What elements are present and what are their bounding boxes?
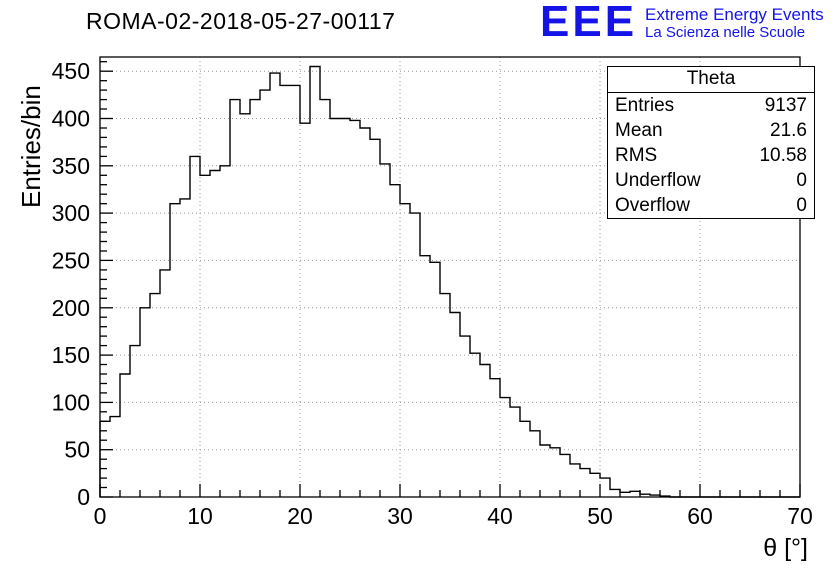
x-tick-label: 30	[387, 503, 413, 529]
x-tick-label: 20	[287, 503, 313, 529]
eee-logo-line2: La Scienza nelle Scuole	[645, 24, 806, 41]
stats-value: 21.6	[770, 119, 807, 141]
stats-value: 0	[796, 169, 807, 191]
y-tick-label: 100	[52, 389, 90, 415]
y-tick-label: 300	[52, 200, 90, 226]
eee-logo-letters: EEE	[540, 0, 638, 46]
x-axis-title: θ [°]	[763, 534, 808, 562]
plot-title: ROMA-02-2018-05-27-00117	[86, 8, 396, 34]
y-tick-label: 150	[52, 342, 90, 368]
y-tick-label: 0	[77, 484, 90, 510]
y-tick-label: 250	[52, 247, 90, 273]
y-tick-label: 200	[52, 295, 90, 321]
stats-row-rms: RMS 10.58	[608, 143, 814, 168]
y-tick-label: 350	[52, 153, 90, 179]
y-tick-label: 450	[52, 58, 90, 84]
stats-box-title: Theta	[608, 67, 814, 93]
eee-logo-line1: Extreme Energy Events	[645, 5, 824, 24]
stats-box: Theta Entries 9137 Mean 21.6 RMS 10.58 U…	[607, 66, 815, 219]
plot-frame	[99, 56, 801, 498]
x-tick-label: 60	[687, 503, 713, 529]
x-tick-label: 50	[587, 503, 613, 529]
eee-logo: EEE Extreme Energy Events La Scienza nel…	[540, 0, 824, 46]
stats-value: 10.58	[759, 144, 807, 166]
y-tick-label: 50	[64, 437, 90, 463]
stats-row-mean: Mean 21.6	[608, 118, 814, 143]
stats-row-overflow: Overflow 0	[608, 193, 814, 218]
stats-row-entries: Entries 9137	[608, 93, 814, 118]
stats-value: 9137	[764, 94, 807, 116]
stats-row-underflow: Underflow 0	[608, 168, 814, 193]
stats-value: 0	[796, 194, 807, 216]
stats-label: Entries	[615, 94, 675, 116]
stats-label: Mean	[615, 119, 663, 141]
x-tick-label: 10	[187, 503, 213, 529]
stats-label: Overflow	[615, 194, 690, 216]
x-tick-label: 0	[94, 503, 107, 529]
eee-logo-text: Extreme Energy Events La Scienza nelle S…	[645, 2, 824, 42]
stats-label: Underflow	[615, 169, 701, 191]
x-tick-label: 70	[787, 503, 813, 529]
x-tick-label: 40	[487, 503, 513, 529]
y-axis-title: Entries/bin	[16, 85, 46, 208]
y-tick-label: 400	[52, 106, 90, 132]
stats-label: RMS	[615, 144, 658, 166]
histogram-step-line	[99, 65, 800, 498]
